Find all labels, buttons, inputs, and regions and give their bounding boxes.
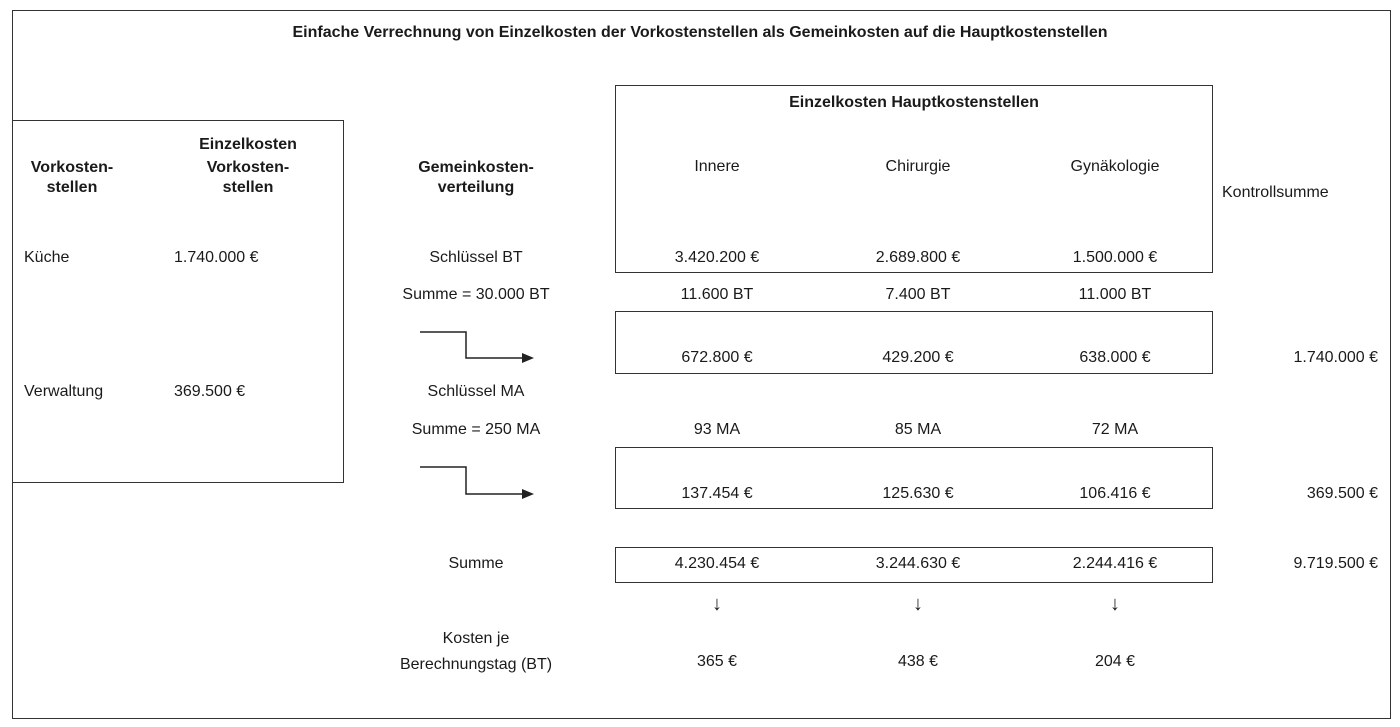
diagram-title: Einfache Verrechnung von Einzelkosten de…	[292, 24, 1108, 41]
ma-value: 93 MA	[693, 421, 741, 438]
key-bt: Schlüssel BT	[429, 249, 523, 266]
bt-value: 7.400 BT	[885, 286, 951, 303]
row-label-kueche: Küche	[24, 249, 70, 266]
ma-value: 72 MA	[1091, 421, 1139, 438]
elbow-arrow-icon	[420, 466, 534, 499]
key-ma: Schlüssel MA	[427, 383, 525, 400]
kueche-alloc-value: 672.800 €	[681, 349, 753, 366]
bt-value: 11.600 BT	[680, 286, 754, 303]
column-header: Gynäkologie	[1070, 158, 1160, 175]
vorkostenstellen-box	[12, 120, 344, 483]
down-arrow-icon: ↓	[712, 593, 722, 615]
down-arrow-icon: ↓	[1110, 593, 1120, 615]
value-kueche: 1.740.000 €	[174, 249, 259, 266]
column-header: Innere	[694, 158, 740, 175]
verwaltung-alloc-value: 137.454 €	[681, 485, 753, 502]
kueche-alloc-value: 638.000 €	[1079, 349, 1151, 366]
sum-ma: Summe = 250 MA	[411, 421, 541, 438]
vorkostenstellen-header: Vorkosten-stellen	[30, 159, 114, 196]
summe-value: 4.230.454 €	[674, 555, 760, 572]
summe-value: 3.244.630 €	[875, 555, 961, 572]
einzelkosten-vorkostenstellen-header: Einzelkosten Vorkosten-stellen	[199, 136, 297, 196]
control-kueche: 1.740.000 €	[1293, 349, 1378, 366]
gemeinkosten-header: Gemeinkosten-verteilung	[418, 159, 534, 196]
cost-per-day-label: Kosten je Berechnungstag (BT)	[399, 630, 553, 673]
einzelkosten-value: 3.420.200 €	[674, 249, 760, 266]
verwaltung-alloc-value: 125.630 €	[882, 485, 954, 502]
verwaltung-alloc-value: 106.416 €	[1079, 485, 1151, 502]
elbow-arrow-icon	[420, 331, 534, 363]
summe-value: 2.244.416 €	[1072, 555, 1158, 572]
cost-per-day-value: 438 €	[897, 653, 939, 670]
value-verwaltung: 369.500 €	[174, 383, 246, 400]
kueche-alloc-value: 429.200 €	[882, 349, 954, 366]
summe-label: Summe	[448, 555, 504, 572]
column-header: Chirurgie	[885, 158, 951, 175]
control-verwaltung: 369.500 €	[1306, 485, 1378, 502]
bt-value: 11.000 BT	[1078, 286, 1152, 303]
einzelkosten-value: 2.689.800 €	[875, 249, 961, 266]
einzelkosten-box	[615, 85, 1213, 273]
sum-bt: Summe = 30.000 BT	[402, 286, 550, 303]
ma-value: 85 MA	[894, 421, 942, 438]
hauptkostenstellen-header: Einzelkosten Hauptkostenstellen	[789, 94, 1039, 111]
verwaltung-allocation-box	[615, 447, 1213, 509]
cost-per-day-value: 365 €	[696, 653, 738, 670]
cost-per-day-value: 204 €	[1094, 653, 1136, 670]
down-arrow-icon: ↓	[913, 593, 923, 615]
einzelkosten-value: 1.500.000 €	[1072, 249, 1158, 266]
kueche-allocation-box	[615, 311, 1213, 374]
summe-box	[615, 547, 1213, 583]
kontrollsumme-header: Kontrollsumme	[1222, 184, 1329, 201]
row-label-verwaltung: Verwaltung	[24, 383, 104, 400]
control-total: 9.719.500 €	[1293, 555, 1378, 572]
